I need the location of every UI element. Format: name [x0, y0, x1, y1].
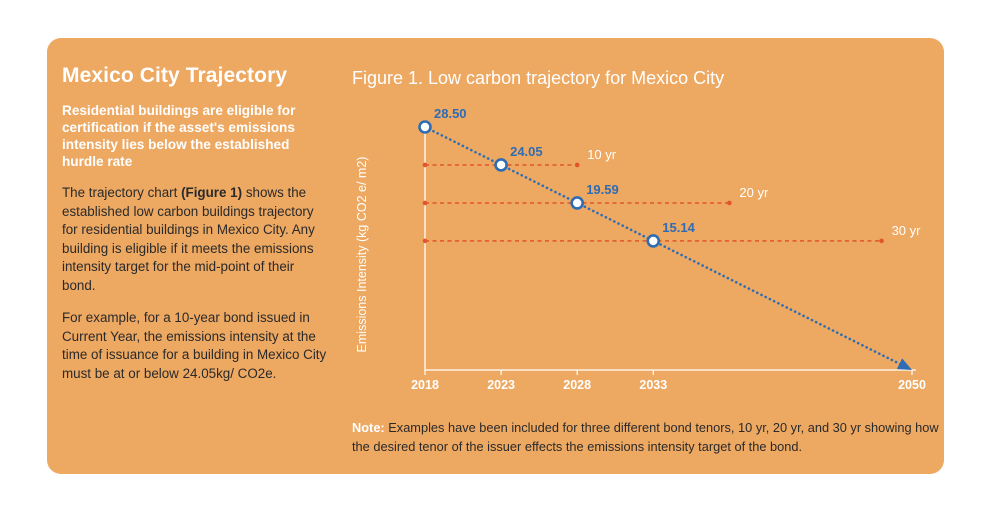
tenor-start-dot: [422, 200, 428, 206]
tenor-end-dot: [727, 200, 732, 206]
trajectory-point: [646, 234, 661, 248]
figure-panel: [47, 38, 944, 474]
note-label: Note:: [352, 420, 385, 435]
trajectory-point: [570, 196, 584, 210]
x-tick-label: 2033: [639, 378, 667, 392]
sidebar-text: Mexico City Trajectory Residential build…: [62, 64, 327, 383]
sidebar-heading: Mexico City Trajectory: [62, 64, 288, 87]
y-axis-label: Emissions Intensity (kg CO2 e/ m2): [355, 157, 369, 353]
tenor-label: 30 yr: [892, 223, 922, 238]
figure-reference: (Figure 1): [181, 185, 243, 200]
tenor-label: 20 yr: [739, 185, 769, 200]
tenor-end-dot: [574, 162, 580, 168]
tenor-label: 10 yr: [587, 147, 617, 162]
trajectory-value-label: 28.50: [434, 106, 467, 121]
figure-title: Figure 1. Low carbon trajectory for Mexi…: [352, 68, 725, 88]
tenor-start-dot: [422, 238, 428, 244]
sidebar-paragraph-1: The trajectory chart (Figure 1) shows th…: [62, 184, 327, 295]
trajectory-arrowhead: [896, 358, 912, 370]
trajectory-value-label: 15.14: [662, 220, 695, 235]
note-text: Examples have been included for three di…: [352, 420, 939, 454]
paragraph-1-start: The trajectory chart: [62, 185, 182, 200]
trajectory-point: [494, 158, 508, 172]
trajectory-value-label: 19.59: [586, 182, 619, 197]
figure-note: Note: Examples have been included for th…: [352, 418, 942, 456]
x-tick-label: 2023: [487, 378, 515, 392]
sidebar-lead: Residential buildings are eligible for c…: [62, 103, 296, 169]
trajectory-point: [418, 120, 432, 134]
trajectory-value-label: 24.05: [510, 144, 543, 159]
tenor-end-dot: [879, 238, 884, 244]
trajectory-chart: Emissions Intensity (kg CO2 e/ m2) 2018 20…: [355, 106, 926, 392]
x-tick-label: 2028: [563, 378, 591, 392]
x-tick-label: 2050: [898, 378, 926, 392]
x-tick-label: 2018: [411, 378, 439, 392]
tenor-start-dot: [422, 162, 428, 168]
sidebar-paragraph-2: For example, for a 10-year bond issued i…: [62, 310, 327, 381]
paragraph-1-end: shows the established low carbon buildin…: [62, 185, 315, 293]
